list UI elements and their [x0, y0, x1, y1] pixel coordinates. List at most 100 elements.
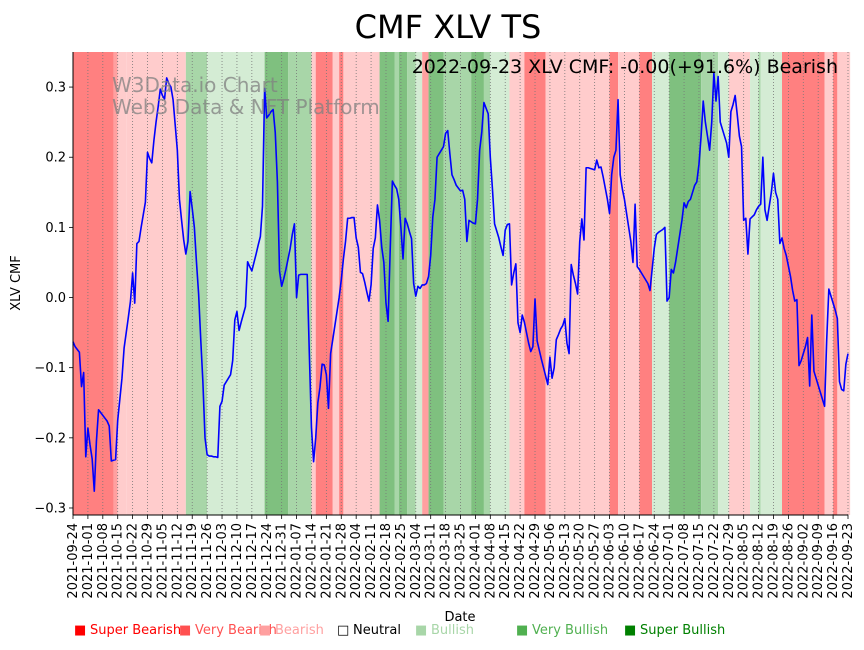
x-tick-label: 2022-06-10 [617, 523, 632, 599]
x-tick-label: 2021-10-01 [81, 523, 96, 599]
watermark-line-1: W3Data.io Chart [112, 73, 278, 97]
x-tick-label: 2022-04-01 [468, 523, 483, 599]
legend-item: ■ Bullish [415, 623, 474, 638]
sentiment-region [718, 52, 729, 515]
x-tick-label: 2022-04-08 [483, 523, 498, 599]
legend-marker: ■ [179, 623, 191, 638]
legend-item: ■ Super Bullish [624, 623, 725, 638]
x-tick-label: 2022-01-14 [304, 523, 319, 599]
x-tick-label: 2021-10-22 [126, 523, 141, 599]
x-tick-label: 2022-02-04 [349, 523, 364, 599]
sentiment-region [315, 52, 333, 515]
x-tick-label: 2021-10-29 [141, 523, 156, 599]
x-tick-label: 2022-07-01 [662, 523, 677, 599]
x-tick-label: 2021-10-08 [96, 523, 111, 599]
sentiment-region [639, 52, 653, 515]
x-tick-label: 2022-08-19 [766, 523, 781, 599]
sentiment-region [398, 52, 408, 515]
sentiment-region [760, 52, 782, 515]
sentiment-region [669, 52, 702, 515]
y-tick-label: −0.1 [34, 361, 66, 376]
x-tick-label: 2022-04-29 [528, 523, 543, 599]
sentiment-region [824, 52, 834, 515]
x-tick-label: 2022-06-17 [632, 523, 647, 599]
x-tick-label: 2021-10-15 [111, 523, 126, 599]
y-tick-label: 0.1 [45, 221, 66, 236]
sentiment-region [471, 52, 484, 515]
sentiment-region [728, 52, 751, 515]
y-axis-label: XLV CMF [9, 255, 24, 311]
x-tick-label: 2021-12-17 [245, 523, 260, 599]
x-tick-label: 2021-12-10 [230, 523, 245, 599]
sentiment-region [311, 52, 316, 515]
x-tick-label: 2022-03-18 [439, 523, 454, 599]
sentiment-region [490, 52, 510, 515]
x-tick-label: 2022-09-16 [826, 523, 841, 599]
x-tick-label: 2022-09-23 [841, 523, 856, 599]
sentiment-region [652, 52, 670, 515]
x-tick-label: 2022-09-02 [796, 523, 811, 599]
legend-label: Very Bearish [195, 623, 277, 638]
x-tick-label: 2022-03-04 [409, 523, 424, 599]
legend-marker: ■ [74, 623, 86, 638]
sentiment-region [113, 52, 118, 515]
x-tick-label: 2022-05-27 [588, 523, 603, 599]
y-tick-label: −0.3 [34, 501, 66, 516]
x-tick-label: 2021-11-19 [185, 523, 200, 599]
legend-item: ■ Super Bearish [74, 623, 181, 638]
sentiment-region [207, 52, 265, 515]
legend-label: Bullish [431, 623, 474, 638]
legend: ■ Super Bearish■ Very Bearish■ Bearish □ Neut… [74, 623, 725, 638]
legend-label: Very Bullish [532, 623, 608, 638]
y-ticks: 0.3 0.2 0.1 0.0 −0.1 −0.2 −0.3 [34, 81, 73, 516]
chart-title: CMF XLV TS [355, 8, 542, 46]
sentiment-region [428, 52, 444, 515]
sentiment-region [833, 52, 838, 515]
sentiment-region [379, 52, 395, 515]
sentiment-region [394, 52, 399, 515]
legend-label: Neutral [353, 623, 401, 638]
sentiment-region [343, 52, 380, 515]
legend-marker: ■ [415, 623, 427, 638]
legend-item: □ Neutral [337, 623, 401, 638]
sentiment-region [483, 52, 491, 515]
x-tick-label: 2022-05-06 [543, 523, 558, 599]
x-axis-label: Date [444, 610, 475, 625]
cmf-series-line [72, 72, 849, 492]
x-tick-label: 2022-08-05 [737, 523, 752, 599]
x-tick-label: 2021-09-24 [66, 523, 81, 599]
y-tick-label: 0.2 [45, 151, 66, 166]
x-tick-label: 2022-05-13 [558, 523, 573, 599]
sentiment-region [837, 52, 851, 515]
watermark-line-2: Web3 Data & NFT Platform [112, 95, 380, 119]
sentiment-region [443, 52, 472, 515]
x-tick-label: 2022-02-25 [394, 523, 409, 599]
x-tick-label: 2022-01-21 [319, 523, 334, 599]
legend-marker: ■ [259, 623, 271, 638]
x-tick-label: 2022-08-26 [781, 523, 796, 599]
x-tick-label: 2022-03-25 [454, 523, 469, 599]
x-tick-label: 2022-01-28 [334, 523, 349, 599]
sentiment-region [701, 52, 719, 515]
legend-marker: □ [337, 623, 349, 638]
x-tick-label: 2022-09-09 [811, 523, 826, 599]
y-tick-label: 0.3 [45, 81, 66, 96]
x-tick-label: 2021-12-24 [260, 523, 275, 599]
x-tick-label: 2021-11-26 [200, 523, 215, 599]
sentiment-region [332, 52, 340, 515]
legend-marker: ■ [516, 623, 528, 638]
x-tick-label: 2021-11-12 [170, 523, 185, 599]
x-tick-label: 2021-12-31 [275, 523, 290, 599]
x-tick-label: 2022-01-07 [290, 523, 305, 599]
x-tick-label: 2021-11-05 [155, 523, 170, 599]
x-tick-label: 2022-04-15 [498, 523, 513, 599]
sentiment-region [117, 52, 127, 515]
sentiment-region [73, 52, 114, 515]
legend-item: ■ Very Bearish [179, 623, 277, 638]
sentiment-region [609, 52, 619, 515]
x-tick-label: 2022-08-12 [752, 523, 767, 599]
chart-annotation: 2022-09-23 XLV CMF: -0.00(+91.6%) Bearis… [412, 56, 838, 78]
sentiment-region [185, 52, 208, 515]
sentiment-region [407, 52, 416, 515]
